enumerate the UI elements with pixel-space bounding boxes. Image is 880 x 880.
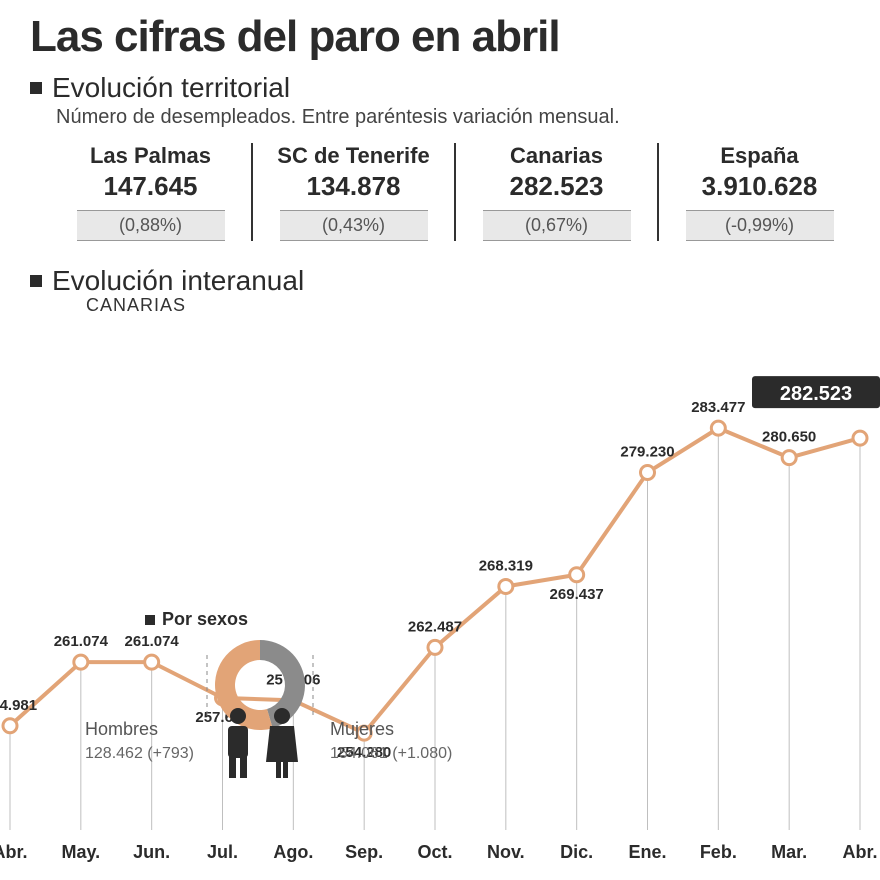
territorial-cell: España 3.910.628 (-0,99%)	[659, 143, 860, 241]
bullet-square-icon	[30, 275, 42, 287]
chart-heading: Evolución interanual	[52, 265, 304, 297]
territorial-pct: (0,43%)	[280, 210, 428, 241]
chart-wrap: 254.981261.074261.074257.649257.406254.2…	[0, 320, 860, 880]
x-axis-label: May.	[61, 842, 100, 862]
x-axis-label: Abr.	[0, 842, 28, 862]
territorial-pct: (0,88%)	[77, 210, 225, 241]
territorial-pct: (0,67%)	[483, 210, 631, 241]
x-axis-label: Nov.	[487, 842, 525, 862]
territorial-location: Las Palmas	[58, 143, 243, 169]
data-point-label: 261.074	[54, 633, 109, 650]
x-axis-label: Jun.	[133, 842, 170, 862]
territorial-location: SC de Tenerife	[261, 143, 446, 169]
x-axis-label: Ago.	[273, 842, 313, 862]
territorial-cell: Canarias 282.523 (0,67%)	[456, 143, 659, 241]
x-axis-label: Feb.	[700, 842, 737, 862]
data-point-label: 269.437	[550, 586, 604, 603]
territorial-value: 282.523	[464, 171, 649, 202]
by-sex-men-value: 128.462 (+793)	[85, 745, 194, 762]
x-axis-label: Jul.	[207, 842, 238, 862]
bullet-square-icon	[30, 82, 42, 94]
x-axis-label: Mar.	[771, 842, 807, 862]
by-sex-heading: Por sexos	[162, 609, 248, 629]
x-axis-label: Oct.	[417, 842, 452, 862]
territorial-row: Las Palmas 147.645 (0,88%) SC de Tenerif…	[50, 143, 860, 241]
territorial-location: España	[667, 143, 852, 169]
by-sex-men-label: Hombres	[85, 719, 158, 739]
territorial-subtitle: Número de desempleados. Entre paréntesis…	[56, 106, 860, 129]
by-sex-women-label: Mujeres	[330, 719, 394, 739]
x-axis-label: Abr.	[842, 842, 877, 862]
chart-heading-row: Evolución interanual	[30, 265, 860, 297]
data-point-label: 280.650	[762, 429, 816, 446]
x-axis-label: Ene.	[628, 842, 666, 862]
data-point-label: 279.230	[620, 443, 674, 460]
territorial-heading-row: Evolución territorial	[30, 72, 860, 104]
territorial-location: Canarias	[464, 143, 649, 169]
territorial-value: 134.878	[261, 171, 446, 202]
data-point-label: 268.319	[479, 557, 533, 574]
line-chart: 254.981261.074261.074257.649257.406254.2…	[0, 320, 880, 880]
territorial-value: 3.910.628	[667, 171, 852, 202]
territorial-cell: Las Palmas 147.645 (0,88%)	[50, 143, 253, 241]
data-point-label: 283.477	[691, 399, 745, 416]
x-axis-label: Sep.	[345, 842, 383, 862]
territorial-pct: (-0,99%)	[686, 210, 834, 241]
territorial-cell: SC de Tenerife 134.878 (0,43%)	[253, 143, 456, 241]
territorial-heading: Evolución territorial	[52, 72, 290, 104]
data-point-label: 261.074	[125, 633, 180, 650]
data-point-label: 254.981	[0, 697, 37, 714]
x-axis-label: Dic.	[560, 842, 593, 862]
territorial-value: 147.645	[58, 171, 243, 202]
data-point-badge: 282.523	[780, 383, 852, 405]
page-title: Las cifras del paro en abril	[30, 12, 860, 62]
chart-region: CANARIAS	[86, 295, 860, 316]
by-sex-women-value: 154.061 (+1.080)	[330, 745, 452, 762]
data-point-label: 262.487	[408, 618, 462, 635]
